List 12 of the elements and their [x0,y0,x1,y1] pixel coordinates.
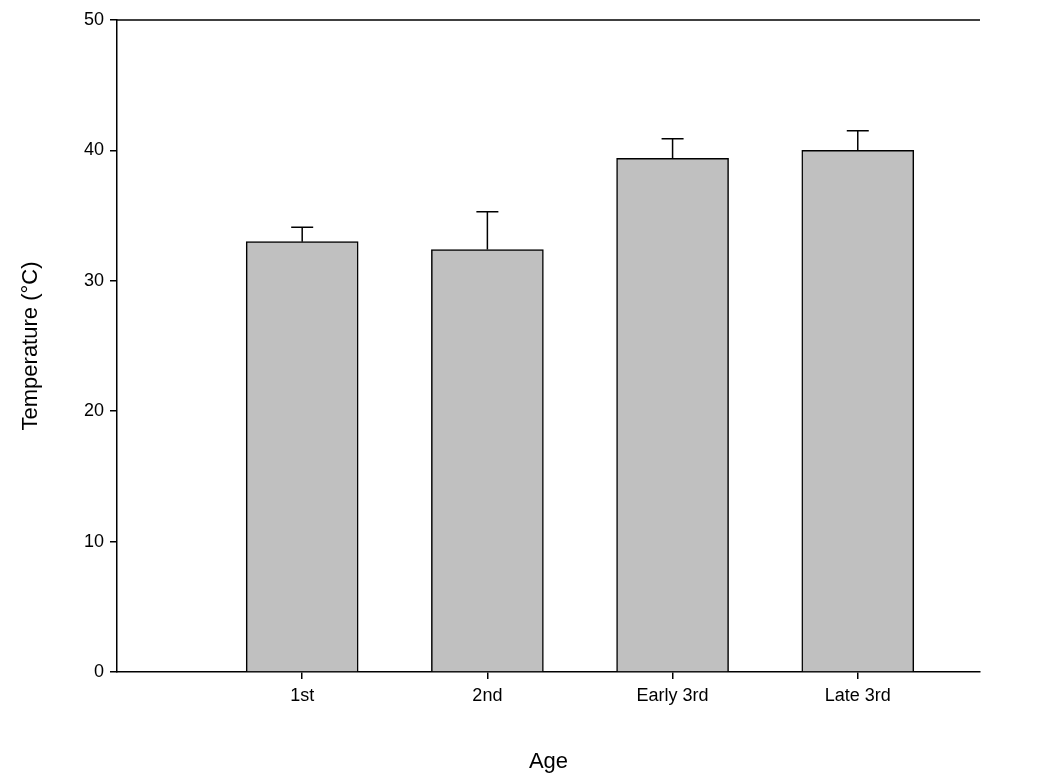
y-tick-label: 10 [83,530,104,551]
x-tick-label: Early 3rd [636,684,709,705]
x-axis-title: Age [528,747,569,773]
y-tick-label: 40 [83,139,104,160]
y-axis-title: Temperature (°C) [17,261,43,431]
x-tick-label: 2nd [472,684,503,705]
x-tick-label: 1st [290,684,315,705]
y-tick-label: 0 [93,660,104,681]
x-tick-label: Late 3rd [824,684,891,705]
y-tick-label: 20 [83,400,104,421]
y-tick-label: 50 [83,8,104,29]
y-tick-label: 30 [83,269,104,290]
